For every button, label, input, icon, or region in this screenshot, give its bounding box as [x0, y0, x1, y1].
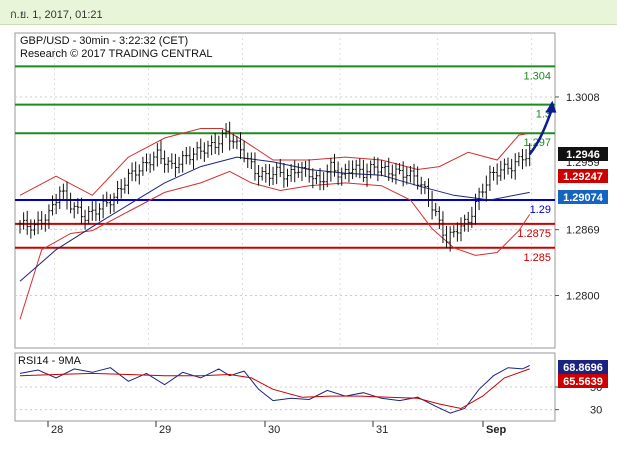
- header-date: ก.ย. 1, 2017, 01:21: [10, 9, 103, 21]
- level-label: 1.285: [523, 252, 551, 264]
- rsi-label: RSI14 - 9MA: [18, 355, 82, 367]
- moving-average-line: [19, 156, 530, 282]
- price-tick-label: 1.2869: [566, 225, 600, 237]
- bollinger-upper: [19, 128, 530, 196]
- price-tag-box: [558, 147, 608, 161]
- price-tag-text: 1.29074: [563, 192, 604, 204]
- price-tick-label: 1.2800: [566, 291, 600, 303]
- price-tag-box: [558, 190, 608, 204]
- price-tag-box: [558, 169, 608, 183]
- rsi-lines: [19, 365, 530, 414]
- header-bar: ก.ย. 1, 2017, 01:21: [0, 0, 617, 25]
- price-panel: [14, 32, 556, 349]
- x-tick-label: 28: [51, 424, 63, 436]
- rsi-line: [19, 365, 530, 414]
- bollinger-lower: [19, 170, 531, 320]
- x-tick-label: Sep: [486, 424, 506, 436]
- level-label: 1.2875: [517, 228, 551, 240]
- x-tick-label: 30: [268, 424, 280, 436]
- x-axis: 28 29 30 31 Sep: [15, 420, 555, 436]
- rsi-tag-text: 65.5639: [563, 376, 603, 388]
- rsi-tags: 68.8696 65.5639: [558, 360, 608, 388]
- x-tick-label: 31: [376, 424, 388, 436]
- moving-average: [19, 156, 530, 282]
- price-tick-label: 1.3008: [566, 92, 600, 104]
- x-tick-label: 29: [159, 424, 171, 436]
- rsi-tag-text: 68.8696: [563, 362, 603, 374]
- price-axis: 1.3008 1.2869 1.2800: [555, 92, 600, 303]
- rsi-ma-line: [19, 368, 530, 410]
- rsi-tag-box: [558, 360, 608, 374]
- bollinger-bands: [19, 128, 531, 320]
- price-tag-text: 1.2959: [566, 157, 600, 169]
- forecast-arrow: [528, 100, 557, 156]
- level-label: 1.29: [530, 204, 551, 216]
- chart-title: GBP/USD - 30min - 3:22:32 (CET): [20, 35, 188, 47]
- rsi-grid: [15, 386, 555, 411]
- candles: [18, 121, 532, 252]
- price-tag-text: 1.29247: [563, 171, 603, 183]
- price-tag-text: 1.2946: [566, 149, 600, 161]
- chart-subtitle: Research © 2017 TRADING CENTRAL: [20, 48, 213, 60]
- rsi-tag-box: [558, 374, 608, 388]
- forecast-arrow-shaft: [528, 110, 553, 156]
- level-label: 1.304: [523, 70, 551, 82]
- rsi-tick-label: 30: [590, 405, 602, 417]
- forecast-arrow-head: [545, 100, 557, 113]
